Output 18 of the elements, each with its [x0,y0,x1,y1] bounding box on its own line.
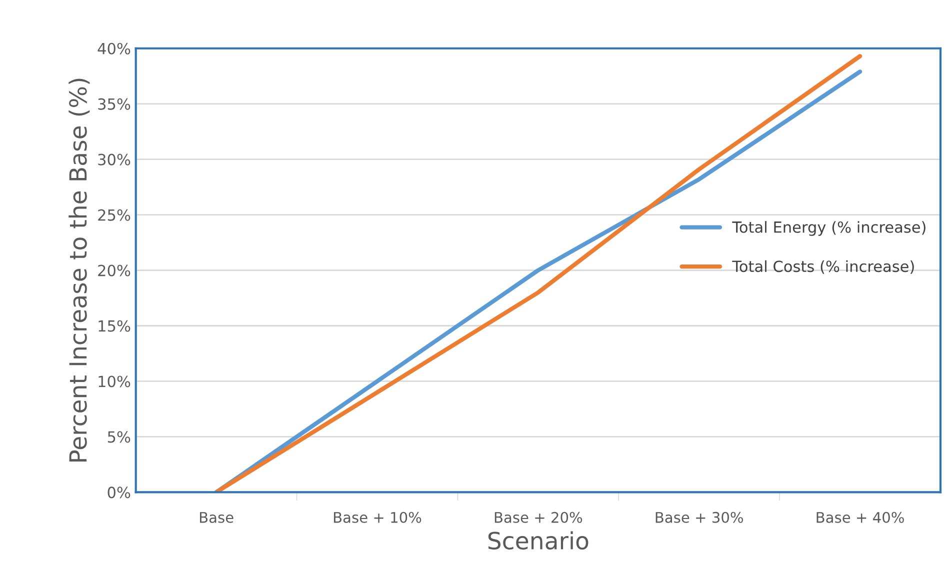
y-tick-label: 15% [98,320,130,332]
legend-label: Total Energy (% increase) [732,221,926,236]
legend-label: Total Costs (% increase) [732,260,914,274]
x-tick-label: Base + 10% [334,512,422,523]
y-tick-label: 0% [108,486,130,498]
y-tick-label: 20% [98,264,130,276]
x-axis-title: Scenario [488,531,588,550]
y-axis-title: Percent Increase to the Base (%) [68,78,90,462]
y-tick-label: 30% [98,154,130,166]
x-tick-label: Base + 30% [656,512,744,523]
y-tick-label: 5% [108,431,130,443]
x-tick-label: Base + 20% [494,512,582,523]
y-tick-label: 10% [98,376,130,388]
x-tick-label: Base [200,512,234,523]
x-tick-label: Base + 40% [816,512,904,523]
y-tick-label: 25% [98,209,130,221]
y-tick-label: 40% [98,42,130,54]
y-tick-label: 35% [98,98,130,110]
